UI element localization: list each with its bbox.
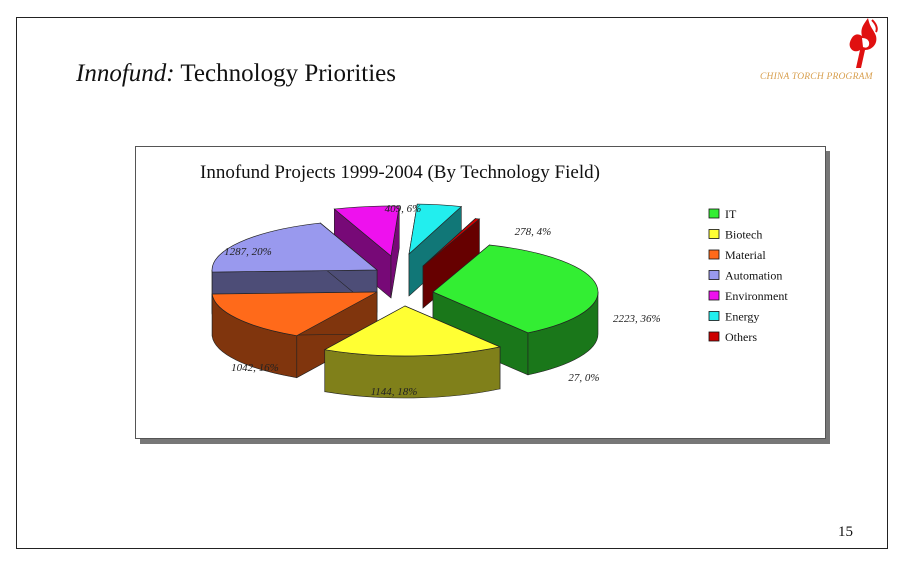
legend-label: IT [725, 207, 737, 221]
legend-item-others: Others [708, 330, 757, 344]
pie-chart: Innofund Projects 1999-2004 (By Technolo… [135, 146, 830, 444]
legend-swatch [708, 249, 720, 260]
slice-top [333, 205, 400, 257]
legend-label: Biotech [725, 228, 762, 242]
legend-swatch [708, 290, 720, 301]
legend-swatch [708, 229, 720, 239]
legend-label: Environment [725, 289, 788, 303]
title-italic: Innofund: [76, 60, 175, 87]
title-rest: Technology Priorities [174, 60, 396, 87]
chart-panel: Innofund Projects 1999-2004 (By Technolo… [135, 146, 830, 444]
pie-layer [211, 203, 599, 399]
legend-item-biotech: Biotech [708, 228, 762, 242]
label-layer: 2223, 36% 1144, 18% 1042, 16% 1287, 20% 409,… [224, 203, 661, 398]
legend-label: Automation [725, 269, 782, 283]
slice-top [408, 203, 463, 255]
pie-slice-biotech [323, 305, 502, 399]
legend-label: Others [725, 330, 757, 344]
pie-slice-energy [408, 203, 463, 297]
slide-frame [16, 17, 888, 549]
legend-swatch [708, 270, 720, 280]
legend-item-it: IT [708, 207, 737, 221]
data-label-biotech: 1144, 18% [371, 386, 418, 398]
legend-label: Material [725, 248, 766, 262]
data-label-environment: 409, 6% [385, 203, 422, 215]
slice-top [432, 244, 599, 334]
page-number: 15 [838, 524, 853, 540]
chart-legend: IT Biotech Material Automation Environment En… [708, 207, 788, 344]
data-label-others: 27, 0% [568, 372, 599, 384]
slice-top [323, 305, 502, 357]
slice-top [422, 218, 481, 267]
legend-swatch [708, 208, 720, 219]
data-label-automation: 1287, 20% [224, 246, 272, 258]
torch-logo-icon [849, 18, 878, 68]
legend-swatch [708, 331, 720, 342]
legend-swatch [708, 311, 720, 321]
legend-item-automation: Automation [708, 269, 782, 283]
legend-item-energy: Energy [708, 310, 759, 324]
legend-item-material: Material [708, 248, 766, 262]
legend-item-environment: Environment [708, 289, 788, 303]
data-label-material: 1042, 16% [231, 362, 279, 374]
program-name: CHINA TORCH PROGRAM [760, 72, 873, 82]
slice-top [211, 222, 378, 273]
legend-label: Energy [725, 310, 759, 324]
chart-title: Innofund Projects 1999-2004 (By Technolo… [200, 162, 600, 183]
slide-title: Innofund: Technology Priorities [76, 60, 396, 88]
slice-top [211, 291, 378, 337]
pie-slice-it [432, 244, 599, 376]
data-label-it: 2223, 36% [613, 313, 661, 325]
data-label-energy: 278, 4% [515, 226, 552, 238]
pie-slice-material [211, 291, 378, 379]
